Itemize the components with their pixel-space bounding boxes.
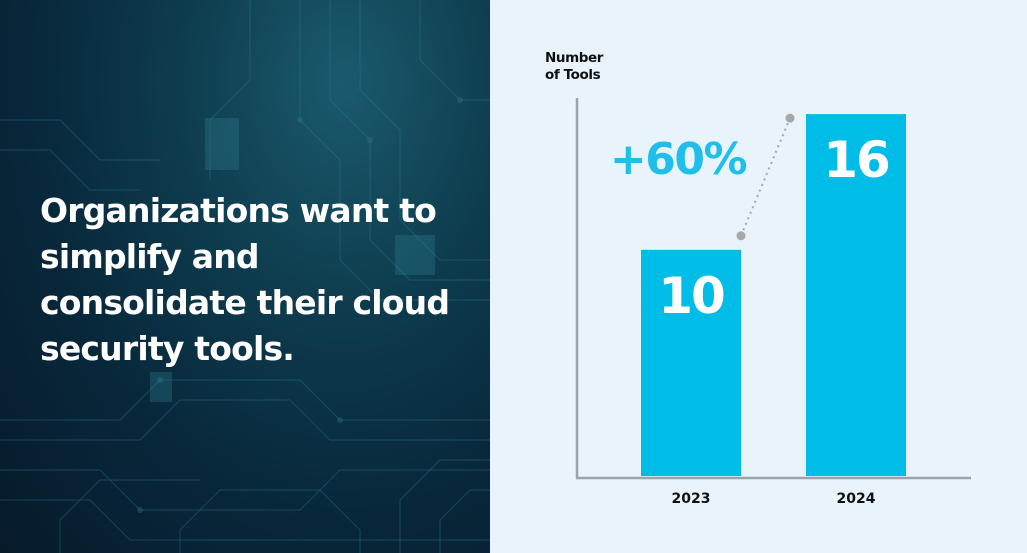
- y-axis-label-line-2: of Tools: [545, 67, 601, 83]
- growth-connector-line: [740, 117, 791, 237]
- bar-chart: Number of Tools +60% 10 2023 16 2024: [545, 50, 971, 507]
- growth-annotation: +60%: [610, 134, 747, 185]
- x-tick-label-2023: 2023: [672, 491, 711, 507]
- circuit-background-graphic: [0, 0, 490, 553]
- hero-panel: Organizations want to simplify and conso…: [0, 0, 490, 553]
- headline: Organizations want to simplify and conso…: [40, 191, 450, 368]
- chart-panel: Number of Tools +60% 10 2023 16 2024: [490, 0, 1027, 553]
- data-label-2023: 10: [658, 267, 724, 325]
- y-axis-label: Number of Tools: [545, 50, 607, 83]
- growth-connector-end-dot: [785, 113, 795, 123]
- bar-2023: [641, 249, 741, 476]
- growth-connector-start-dot: [736, 231, 746, 241]
- y-axis-label-line-1: Number: [545, 50, 604, 66]
- data-label-2024: 16: [823, 131, 889, 189]
- bar-2024: [806, 114, 906, 476]
- x-tick-label-2024: 2024: [837, 491, 876, 507]
